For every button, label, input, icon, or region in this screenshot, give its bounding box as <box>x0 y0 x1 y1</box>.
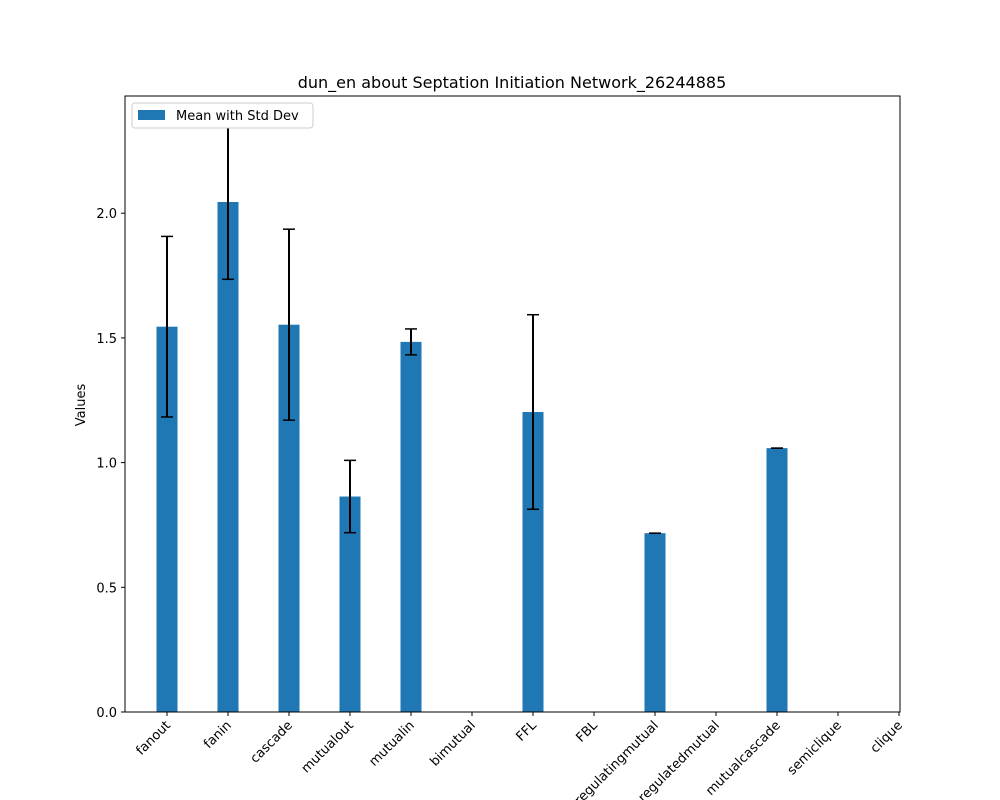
x-tick-label: fanout <box>133 718 173 758</box>
y-tick-label: 1.0 <box>96 457 117 472</box>
y-axis: 0.0 0.5 1.0 1.5 2.0 <box>96 207 125 721</box>
y-tick-label: 0.5 <box>96 581 117 596</box>
legend-box <box>131 102 314 129</box>
errorbar-fanout <box>161 235 173 418</box>
x-tick-label: clique <box>868 718 906 756</box>
x-axis: fanout fanin cascade mutualout mutualin bimut… <box>133 712 906 800</box>
bars-group <box>156 201 788 713</box>
y-axis-label: Values <box>74 384 89 427</box>
y-tick-label: 2.0 <box>96 207 117 222</box>
x-tick-label: FBL <box>574 718 602 746</box>
legend-swatch <box>138 110 165 120</box>
x-tick-label: cascade <box>248 718 296 766</box>
bar-regulatingmutual <box>644 533 666 712</box>
errorbars-group <box>161 123 783 534</box>
bar-mutualin <box>400 341 422 712</box>
chart-title: dun_en about Septation Initiation Networ… <box>298 73 727 93</box>
legend: Mean with Std Dev <box>131 102 314 129</box>
errorbar-ffl <box>527 313 539 510</box>
bar-cascade <box>278 324 300 712</box>
plot-frame <box>124 95 901 713</box>
bar-fanin <box>217 201 239 713</box>
x-tick-label: FFL <box>514 718 541 745</box>
errorbar-mutualout <box>344 459 356 534</box>
errorbar-mutualin <box>405 328 417 356</box>
x-tick-label: mutualin <box>366 718 417 769</box>
errorbar-cascade <box>283 228 295 421</box>
bar-fanout <box>156 326 178 712</box>
bar-mutualout <box>339 496 361 712</box>
x-tick-label: fanin <box>201 718 235 752</box>
bar-ffl <box>522 411 544 712</box>
y-tick-label: 1.5 <box>96 332 117 347</box>
x-tick-label: mutualout <box>299 718 357 776</box>
x-tick-label: bimutual <box>427 718 478 769</box>
x-tick-label: semiclique <box>785 718 845 778</box>
bar-mutualcascade <box>766 448 788 712</box>
y-tick-label: 0.0 <box>96 706 117 721</box>
legend-label: Mean with Std Dev <box>176 109 299 124</box>
